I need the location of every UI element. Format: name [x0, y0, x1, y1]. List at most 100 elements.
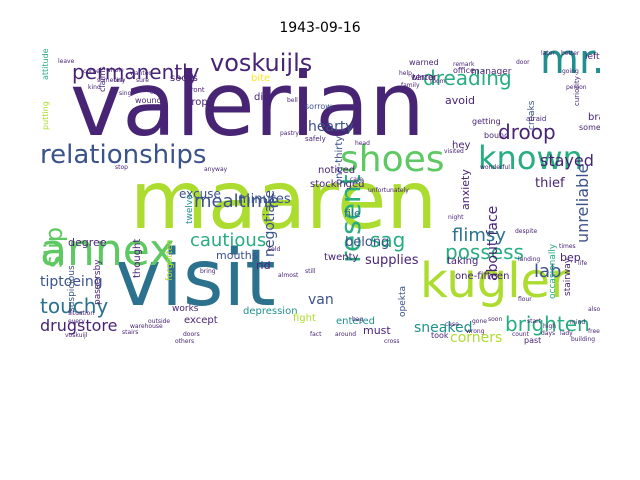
word-touchy: touchy [40, 294, 108, 318]
word-belong: belong [345, 235, 389, 250]
word-tiny: tiny [114, 77, 126, 84]
word-almost: almost [278, 272, 299, 279]
word-times: times [559, 243, 576, 250]
word-fact: fact [310, 331, 322, 338]
word-situation: situation [68, 310, 94, 317]
word-thought: thought [132, 239, 143, 278]
word-free: free [588, 328, 600, 335]
word-leave: leave [58, 58, 75, 65]
word-despite: despite [515, 228, 537, 235]
word-building: building [571, 336, 595, 343]
word-stairway: stairway [563, 257, 573, 296]
word-bep: bep [560, 251, 581, 264]
word-die: die [254, 92, 269, 103]
word-voskuijls: voskuijls [210, 49, 312, 77]
word-night: night [448, 214, 464, 221]
word-every: every [68, 318, 85, 325]
word-bell: bell [287, 97, 298, 104]
word-hearty: hearty [308, 119, 354, 135]
word-brains: brains [588, 112, 600, 123]
word-stayed: stayed [540, 151, 594, 170]
word-terror: terror [412, 73, 438, 83]
word-relationships: relationships [40, 140, 206, 170]
word-warehouse: warehouse [130, 323, 163, 330]
word-bring: bring [200, 268, 216, 275]
word-past: past [524, 336, 541, 345]
word-nothing: nothing [143, 104, 166, 111]
word-one-fifteen: one-fifteen [455, 271, 509, 282]
word-unreliable: unreliable [573, 164, 592, 244]
word-sorrow: sorrow [305, 102, 332, 111]
word-lab: lab [534, 261, 561, 282]
word-landing: landing [518, 256, 540, 263]
word-suspicious: suspicious [67, 265, 77, 312]
word-sing: sing [119, 90, 132, 97]
word-outside: outside [148, 318, 170, 325]
word-anxiety: anxiety [459, 169, 472, 210]
word-creaks: creaks [527, 100, 537, 130]
word-safely: safely [305, 135, 326, 143]
word-start: start [527, 318, 542, 325]
word-attitude: attitude [41, 48, 50, 80]
word-maaren: maaren [130, 154, 437, 247]
word-unfortunately: unfortunately [368, 187, 409, 194]
word-whole: whole [106, 67, 124, 74]
word-except: except [184, 315, 218, 326]
word-stairs: stairs [122, 329, 138, 336]
word-around: around [335, 331, 356, 338]
word-sag: sag [370, 228, 405, 252]
word-resent: resent [334, 174, 367, 263]
word-bound: bound [484, 131, 509, 140]
word-help: help [399, 70, 412, 77]
word-excuse: excuse [179, 187, 221, 201]
word-days: days [541, 330, 555, 337]
word-permanently: permanently [72, 60, 200, 84]
word-cautious: cautious [190, 230, 266, 251]
word-doors: doors [183, 331, 200, 338]
word-drugstore: drugstore [40, 316, 118, 335]
word-mealtime: mealtime [194, 191, 279, 212]
word-winter: winter [411, 73, 437, 82]
word-rid: rid [256, 259, 271, 272]
word-person: person [566, 84, 587, 91]
word-mr: mr. [540, 43, 600, 83]
word-degree: degree [68, 236, 107, 249]
word-mouths: mouths [216, 249, 258, 262]
word-left: left [585, 52, 600, 62]
word-warned: warned [409, 58, 439, 67]
word-visit: visit [115, 234, 276, 324]
word-must: must [363, 324, 391, 337]
word-took: took [431, 331, 449, 340]
word-afraid: afraid [526, 115, 546, 123]
word-drops: drops [185, 97, 213, 108]
word-remark: remark [453, 61, 475, 68]
word-sometimes: sometimes [579, 123, 600, 132]
word-family: family [401, 82, 420, 89]
word-still: still [305, 268, 316, 275]
word-also: also [588, 306, 600, 313]
word-office: office [453, 66, 475, 75]
word-door: door [516, 59, 530, 66]
word-twelve: twelve [185, 194, 195, 224]
word-corner: corner [83, 68, 103, 75]
word-annex: annex [40, 225, 175, 276]
word-lady: lady [560, 330, 573, 337]
word-socks: socks [170, 73, 198, 84]
word-tiptoeing: tiptoeing [40, 274, 103, 290]
word-care: care [350, 176, 363, 183]
word-pastry: pastry [280, 130, 299, 137]
word-hey: hey [452, 140, 470, 151]
word-flour: flour [518, 296, 532, 303]
word-forgotten: forgotten [165, 239, 175, 281]
word-room: room [430, 78, 446, 85]
word-twenty: twenty [324, 252, 359, 263]
word-gone: gone [472, 318, 487, 325]
word-flimsy: flimsy [452, 225, 506, 246]
word-life: life [578, 260, 587, 267]
word-sneaked: sneaked [414, 320, 472, 336]
word-droop: droop [498, 120, 556, 144]
word-dreading: dreading [423, 66, 512, 90]
word-manager: manager [471, 67, 512, 77]
word-kugler: kugler [420, 253, 570, 309]
